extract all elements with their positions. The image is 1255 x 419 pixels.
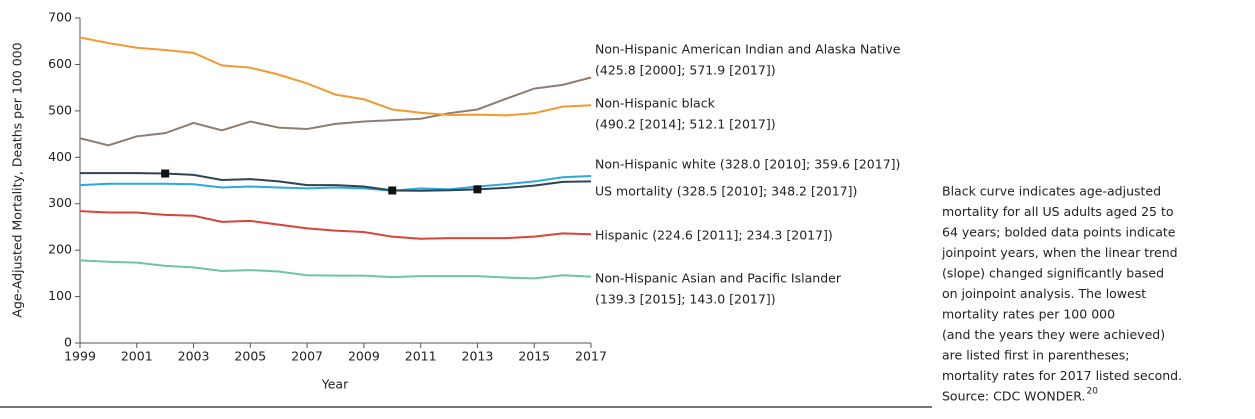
caption-ref: 20 <box>1086 387 1098 397</box>
caption-line: (slope) changed significantly based <box>942 266 1164 281</box>
y-tick-label: 100 <box>48 288 72 303</box>
x-tick-label: 2017 <box>575 349 607 364</box>
series-label: (490.2 [2014]; 512.1 [2017]) <box>595 117 776 132</box>
series-label: US mortality (328.5 [2010]; 348.2 [2017]… <box>595 184 857 199</box>
x-tick-label: 2007 <box>291 349 323 364</box>
caption-line: joinpoint years, when the linear trend <box>941 245 1178 260</box>
x-tick-label: 2001 <box>121 349 153 364</box>
x-tick-label: 2013 <box>462 349 494 364</box>
caption-line: 64 years; bolded data points indicate <box>942 225 1176 240</box>
y-tick-label: 0 <box>64 335 72 350</box>
series-line <box>79 175 592 192</box>
caption-line: Black curve indicates age-adjusted <box>942 184 1161 199</box>
caption-line: are listed first in parentheses; <box>942 348 1129 363</box>
joinpoint <box>473 185 482 194</box>
x-tick-label: 2003 <box>178 349 210 364</box>
series-label: (425.8 [2000]; 571.9 [2017]) <box>595 63 776 78</box>
x-axis-label: Year <box>321 377 349 392</box>
series-line <box>79 259 592 280</box>
joinpoint <box>388 186 397 195</box>
x-tick-label: 2009 <box>348 349 380 364</box>
caption-line: (and the years they were achieved) <box>942 327 1165 342</box>
caption-line: Source: CDC WONDER. <box>942 389 1085 404</box>
series-label: Non-Hispanic American Indian and Alaska … <box>595 42 901 57</box>
y-tick-label: 400 <box>48 149 72 164</box>
x-tick-label: 2015 <box>518 349 550 364</box>
caption-line: on joinpoint analysis. The lowest <box>942 286 1146 301</box>
y-tick-label: 500 <box>48 102 72 117</box>
series-label: Non-Hispanic white (328.0 [2010]; 359.6 … <box>595 157 900 172</box>
y-tick-label: 600 <box>48 56 72 71</box>
series-line <box>79 210 592 240</box>
y-tick-label: 700 <box>48 10 72 25</box>
series-label: Non-Hispanic Asian and Pacific Islander <box>595 271 842 286</box>
caption-line: mortality for all US adults aged 25 to <box>942 204 1174 219</box>
y-tick-label: 200 <box>48 242 72 257</box>
caption-line: mortality rates per 100 000 <box>942 307 1115 322</box>
series-label: (139.3 [2015]; 143.0 [2017]) <box>595 292 776 307</box>
series-line <box>79 36 592 117</box>
joinpoint <box>161 169 170 178</box>
y-tick-label: 300 <box>48 195 72 210</box>
caption-line: mortality rates for 2017 listed second. <box>942 368 1182 383</box>
series-label: Hispanic (224.6 [2011]; 234.3 [2017]) <box>595 228 833 243</box>
x-tick-label: 2005 <box>234 349 266 364</box>
x-tick-label: 2011 <box>405 349 437 364</box>
series-line <box>79 76 592 147</box>
y-axis-label: Age-Adjusted Mortality, Deaths per 100 0… <box>10 42 25 317</box>
x-tick-label: 1999 <box>64 349 96 364</box>
series-label: Non-Hispanic black <box>595 96 716 111</box>
